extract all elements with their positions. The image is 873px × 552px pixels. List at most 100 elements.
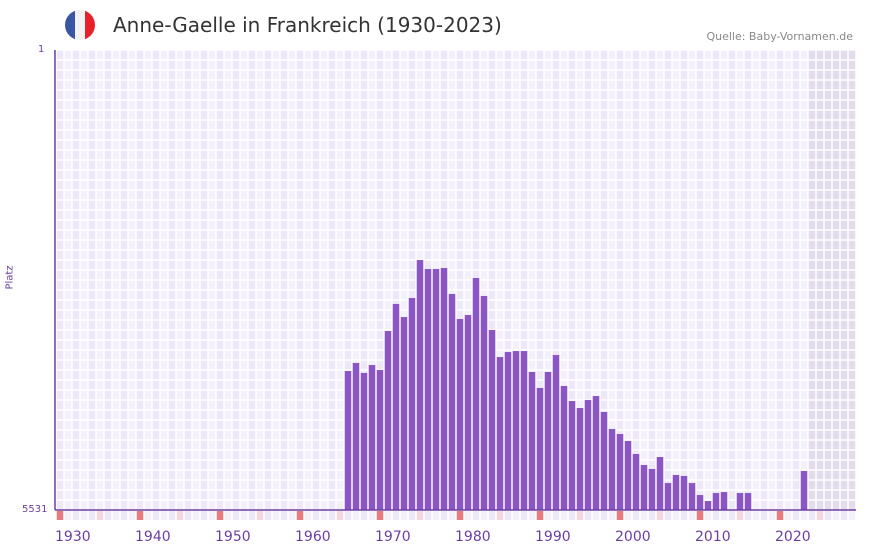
year-marker: [56, 511, 64, 520]
bar-2002: [632, 454, 640, 510]
year-strip: [192, 511, 200, 520]
year-strip: [808, 511, 816, 520]
bar-2003: [640, 464, 648, 510]
year-marker: [816, 511, 824, 520]
bar-2012: [712, 493, 720, 510]
year-marker: [176, 511, 184, 520]
year-strip: [752, 511, 760, 520]
year-strip: [248, 511, 256, 520]
bar-2007: [672, 474, 680, 510]
bar-1969: [368, 365, 376, 510]
bar-1994: [568, 401, 576, 510]
bar-2015: [736, 493, 744, 510]
bar-1981: [464, 315, 472, 510]
bar-2005: [656, 457, 664, 510]
year-strip: [272, 511, 280, 520]
x-tick-label: 1930: [55, 529, 91, 545]
year-strip: [480, 511, 488, 520]
year-strip: [544, 511, 552, 520]
bar-1995: [576, 408, 584, 510]
year-strip: [440, 511, 448, 520]
year-strip: [448, 511, 456, 520]
year-strip: [720, 511, 728, 520]
year-strip: [568, 511, 576, 520]
bar-2013: [720, 492, 728, 510]
year-marker: [376, 511, 384, 520]
bar-2006: [664, 483, 672, 510]
x-tick-label: 2020: [775, 529, 811, 545]
year-strip: [760, 511, 768, 520]
x-tick-label: 2010: [695, 529, 731, 545]
year-strip: [424, 511, 432, 520]
year-strip: [144, 511, 152, 520]
year-strip: [784, 511, 792, 520]
bar-1968: [360, 372, 368, 510]
year-strip: [640, 511, 648, 520]
x-tick-label: 1940: [135, 529, 171, 545]
bar-1986: [504, 352, 512, 510]
bar-1987: [512, 351, 520, 510]
year-strip: [584, 511, 592, 520]
bar-2009: [688, 483, 696, 510]
x-tick-label: 1980: [455, 529, 491, 545]
bar-1998: [600, 412, 608, 510]
year-strip: [400, 511, 408, 520]
year-marker: [656, 511, 664, 520]
year-strip: [432, 511, 440, 520]
bar-2008: [680, 475, 688, 510]
bar-1970: [376, 370, 384, 510]
year-strip: [152, 511, 160, 520]
x-tick-label: 1970: [375, 529, 411, 545]
year-strip: [744, 511, 752, 520]
bar-1999: [608, 428, 616, 510]
year-strip: [384, 511, 392, 520]
year-strip: [64, 511, 72, 520]
year-strip: [328, 511, 336, 520]
year-marker: [616, 511, 624, 520]
bar-2023: [800, 470, 808, 510]
year-strip: [264, 511, 272, 520]
year-strip: [552, 511, 560, 520]
year-marker: [296, 511, 304, 520]
year-marker: [136, 511, 144, 520]
year-strip: [120, 511, 128, 520]
year-strip: [672, 511, 680, 520]
year-strip: [184, 511, 192, 520]
bar-2016: [744, 493, 752, 510]
year-strip: [792, 511, 800, 520]
year-strip: [112, 511, 120, 520]
x-tick-label: 1990: [535, 529, 571, 545]
year-strip: [464, 511, 472, 520]
france-flag-icon: [65, 10, 95, 40]
bar-1983: [480, 295, 488, 510]
year-strip: [160, 511, 168, 520]
year-strip: [680, 511, 688, 520]
year-strip: [280, 511, 288, 520]
bar-1992: [552, 355, 560, 510]
year-strip: [392, 511, 400, 520]
bar-2004: [648, 468, 656, 510]
year-marker: [216, 511, 224, 520]
year-strip: [232, 511, 240, 520]
year-strip: [344, 511, 352, 520]
year-strip: [592, 511, 600, 520]
year-strip: [224, 511, 232, 520]
year-marker: [576, 511, 584, 520]
year-strip: [608, 511, 616, 520]
bar-1980: [456, 319, 464, 510]
y-tick-top: 1: [38, 44, 45, 55]
chart-title: Anne-Gaelle in Frankreich (1930-2023): [113, 13, 502, 37]
year-strip: [624, 511, 632, 520]
bar-1991: [544, 372, 552, 510]
year-marker: [336, 511, 344, 520]
year-strip: [504, 511, 512, 520]
bar-1997: [592, 396, 600, 510]
year-strip: [728, 511, 736, 520]
bar-1973: [400, 317, 408, 510]
year-strip: [208, 511, 216, 520]
year-strip: [528, 511, 536, 520]
year-strip: [520, 511, 528, 520]
bar-1971: [384, 330, 392, 510]
bar-1967: [352, 363, 360, 510]
year-strip: [168, 511, 176, 520]
